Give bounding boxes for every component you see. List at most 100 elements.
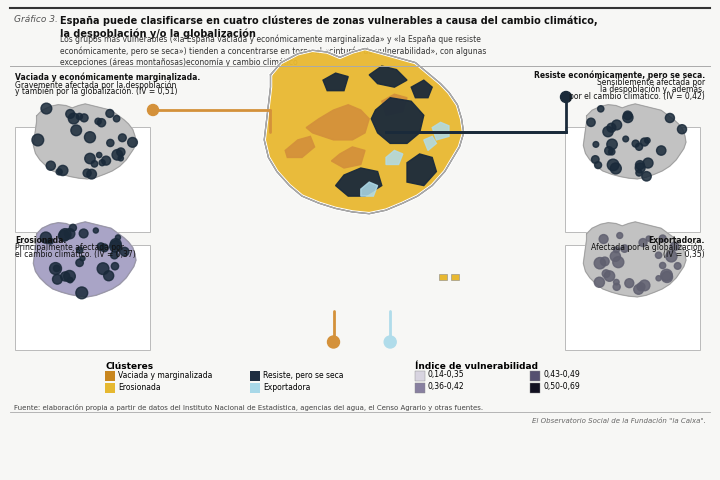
Bar [415,383,425,393]
Text: la despoblación y, además,: la despoblación y, además, [600,85,705,95]
Bar [105,383,115,393]
Circle shape [675,263,681,269]
Polygon shape [323,73,348,91]
Circle shape [660,235,666,242]
Circle shape [603,126,613,137]
Text: Sensiblemente afectada por: Sensiblemente afectada por [597,78,705,87]
Circle shape [41,103,52,114]
Circle shape [53,275,62,284]
Circle shape [87,169,96,179]
Text: 0,50-0,69: 0,50-0,69 [543,383,580,392]
Circle shape [80,114,88,122]
Bar [105,371,115,381]
Circle shape [613,283,620,290]
Text: Clústeres: Clústeres [105,362,153,371]
Text: Erosionada.: Erosionada. [15,236,66,245]
Circle shape [639,239,647,247]
Circle shape [639,280,650,291]
Text: Gráfico 3.: Gráfico 3. [14,15,58,24]
Polygon shape [411,80,432,98]
Circle shape [76,287,88,299]
Circle shape [97,263,109,275]
Text: el cambio climático. (IV = 0,37): el cambio climático. (IV = 0,37) [15,250,136,259]
Text: Resiste, pero se seca: Resiste, pero se seca [263,371,343,380]
Circle shape [59,228,71,240]
Polygon shape [285,136,315,157]
Circle shape [613,257,624,268]
Circle shape [53,265,60,272]
Circle shape [611,163,621,174]
Circle shape [127,137,138,147]
Polygon shape [386,150,402,165]
Circle shape [613,279,619,285]
Circle shape [384,336,396,348]
Polygon shape [331,147,365,168]
Circle shape [593,142,599,147]
Circle shape [83,169,91,177]
Circle shape [99,160,105,166]
Bar [415,371,425,381]
Polygon shape [33,222,136,297]
Circle shape [678,125,687,134]
Circle shape [612,120,621,130]
Circle shape [560,92,572,103]
Circle shape [646,236,652,241]
Text: Resiste económicamente, pero se seca.: Resiste económicamente, pero se seca. [534,70,705,80]
Circle shape [112,150,122,160]
Polygon shape [306,105,369,140]
Text: por el cambio climático. (IV = 0,42): por el cambio climático. (IV = 0,42) [570,92,705,101]
Circle shape [64,270,76,282]
Polygon shape [583,222,686,297]
Circle shape [50,263,61,275]
Circle shape [95,118,102,124]
Circle shape [632,140,639,147]
Circle shape [32,134,44,146]
Circle shape [80,256,85,261]
Circle shape [76,247,83,253]
Circle shape [79,229,88,238]
Text: 0,14-0,35: 0,14-0,35 [428,371,464,380]
Polygon shape [33,222,136,297]
Circle shape [117,148,125,156]
Text: Exportadora: Exportadora [263,383,310,392]
Circle shape [662,271,672,283]
Circle shape [635,163,645,173]
Circle shape [613,247,619,253]
Circle shape [605,146,613,155]
Text: Los grupos más vulnerables («la España vaciada y económicamente marginalizada» y: Los grupos más vulnerables («la España v… [60,34,487,67]
Circle shape [76,113,83,120]
Circle shape [56,169,62,175]
Circle shape [656,276,661,281]
Circle shape [617,232,623,239]
Circle shape [636,161,644,169]
Circle shape [592,156,599,163]
Circle shape [84,132,96,143]
Polygon shape [369,66,407,87]
Text: Fuente: elaboración propia a partir de datos del Instituto Nacional de Estadísti: Fuente: elaboración propia a partir de d… [14,404,483,411]
Circle shape [608,149,615,155]
FancyBboxPatch shape [15,127,150,232]
Bar [438,274,446,280]
Circle shape [110,239,121,250]
Circle shape [104,271,114,281]
Bar [530,371,540,381]
Circle shape [643,158,653,168]
Circle shape [97,243,104,250]
Bar [451,274,459,280]
FancyBboxPatch shape [565,245,700,350]
Circle shape [587,118,595,127]
Polygon shape [372,98,424,144]
Text: Afectada por la globalización.: Afectada por la globalización. [591,243,705,252]
Text: 0,43-0,49: 0,43-0,49 [543,371,580,380]
Circle shape [111,251,118,259]
Circle shape [118,156,123,161]
Circle shape [607,123,616,132]
Polygon shape [382,94,407,115]
Circle shape [69,224,76,231]
Circle shape [644,138,650,143]
Circle shape [101,244,108,252]
Text: España puede clasificarse en cuatro clústeres de zonas vulnerables a causa del c: España puede clasificarse en cuatro clús… [60,15,598,39]
Polygon shape [264,48,464,214]
Polygon shape [424,136,436,150]
Circle shape [661,269,672,281]
